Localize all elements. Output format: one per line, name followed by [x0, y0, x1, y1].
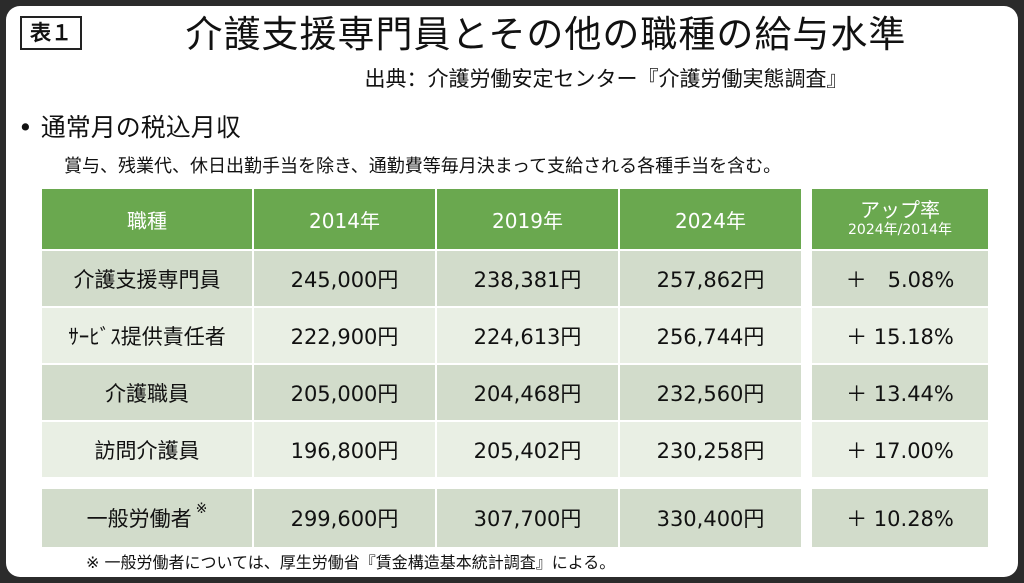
row-2-2014: 222,900円 — [254, 308, 435, 363]
row-3-up: ＋ 13.44% — [812, 365, 988, 420]
header-2024: 2024年 — [620, 189, 801, 249]
row-5-job-mark: ※ — [195, 501, 208, 517]
row-1-up: ＋ 5.08% — [812, 251, 988, 306]
row-3-2019: 204,468円 — [437, 365, 618, 420]
row-4-job: 訪問介護員 — [42, 422, 252, 477]
table-note: 賞与、残業代、休日出勤手当を除き、通勤費等毎月決まって支給される各種手当を含む。 — [64, 156, 782, 177]
row-5-2019: 307,700円 — [437, 489, 618, 547]
row-4-2014: 196,800円 — [254, 422, 435, 477]
header-up-rate: アップ率 2024年/2014年 — [812, 189, 988, 249]
table-number-badge: 表１ — [20, 16, 82, 50]
row-3-2014: 205,000円 — [254, 365, 435, 420]
row-5-2024: 330,400円 — [620, 489, 801, 547]
row-2-2024: 256,744円 — [620, 308, 801, 363]
header-2014: 2014年 — [254, 189, 435, 249]
row-5-job-label: 一般労働者 — [86, 507, 192, 531]
header-job: 職種 — [42, 189, 252, 249]
row-3-job: 介護職員 — [42, 365, 252, 420]
footnote: ※ 一般労働者については、厚生労働省『賃金構造基本統計調査』による。 — [86, 553, 616, 572]
row-1-2019: 238,381円 — [437, 251, 618, 306]
header-2019: 2019年 — [437, 189, 618, 249]
row-2-2019: 224,613円 — [437, 308, 618, 363]
row-5-2014: 299,600円 — [254, 489, 435, 547]
row-1-job: 介護支援専門員 — [42, 251, 252, 306]
row-5-job: 一般労働者 ※ — [42, 489, 252, 547]
row-1-2024: 257,862円 — [620, 251, 801, 306]
row-3-2024: 232,560円 — [620, 365, 801, 420]
source-citation: 出典：介護労働安定センター『介護労働実態調査』 — [364, 67, 848, 91]
header-up-rate-label: アップ率 — [860, 198, 940, 222]
row-4-2024: 230,258円 — [620, 422, 801, 477]
row-2-job: ｻｰﾋﾞｽ提供責任者 — [42, 308, 252, 363]
header-up-rate-sub: 2024年/2014年 — [848, 222, 952, 238]
row-4-2019: 205,402円 — [437, 422, 618, 477]
section-heading: • 通常月の税込月収 — [18, 113, 241, 142]
row-2-up: ＋ 15.18% — [812, 308, 988, 363]
row-4-up: ＋ 17.00% — [812, 422, 988, 477]
slide: 表１ 介護支援専門員とその他の職種の給与水準 出典：介護労働安定センター『介護労… — [6, 6, 1018, 577]
row-5-up: ＋ 10.28% — [812, 489, 988, 547]
page-title: 介護支援専門員とその他の職種の給与水準 — [185, 13, 907, 56]
row-1-2014: 245,000円 — [254, 251, 435, 306]
